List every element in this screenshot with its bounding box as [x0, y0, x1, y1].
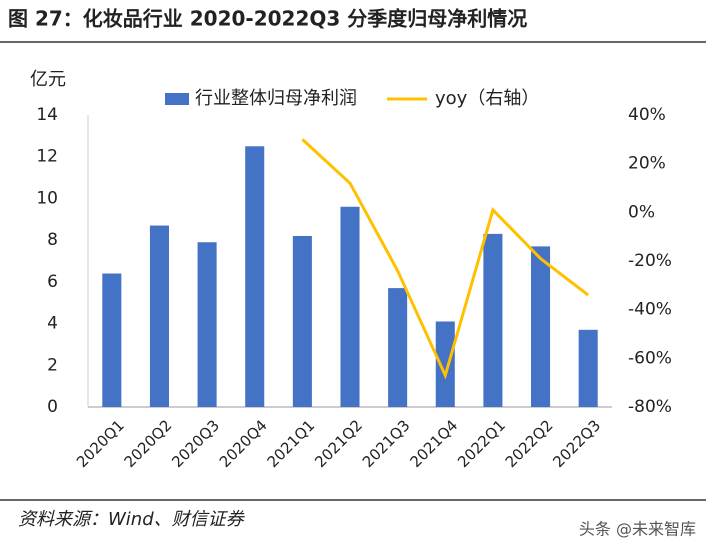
x-tick-label: 2020Q3 [168, 416, 223, 471]
bar [531, 246, 551, 407]
x-tick-label: 2021Q2 [311, 416, 366, 471]
y2-tick-label: -40% [628, 300, 672, 320]
x-tick-label: 2020Q4 [216, 416, 271, 471]
y2-tick-label: 0% [628, 202, 655, 222]
x-tick-label: 2020Q1 [73, 416, 128, 471]
y-tick-label: 14 [36, 105, 58, 125]
bar [102, 273, 122, 407]
bar [435, 321, 455, 407]
y2-tick-label: 20% [628, 154, 666, 174]
bar [388, 288, 408, 407]
bar [292, 235, 312, 407]
bar [340, 206, 360, 407]
y2-tick-label: -20% [628, 251, 672, 271]
x-tick-label: 2022Q1 [454, 416, 509, 471]
bar [483, 233, 503, 407]
bar [149, 225, 169, 407]
bar [245, 146, 265, 408]
legend-label: 行业整体归母净利润 [195, 88, 357, 109]
y-tick-label: 8 [47, 230, 58, 250]
x-tick-label: 2021Q1 [264, 416, 319, 471]
y-tick-label: 4 [47, 314, 58, 334]
legend-label: yoy（右轴） [435, 88, 539, 109]
y-tick-label: 0 [47, 397, 58, 417]
yoy-line [301, 138, 590, 380]
y2-tick-label: 40% [628, 105, 666, 125]
bar [578, 329, 598, 407]
x-tick-label: 2021Q3 [359, 416, 414, 471]
y2-tick-label: -60% [628, 348, 672, 368]
x-tick-label: 2022Q2 [502, 416, 557, 471]
x-tick-label: 2020Q2 [121, 416, 176, 471]
bar [197, 242, 217, 407]
y-tick-label: 12 [36, 147, 58, 167]
y-tick-label: 10 [36, 188, 58, 208]
chart-title: 图 27：化妆品行业 2020-2022Q3 分季度归母净利情况 [8, 7, 527, 31]
y2-tick-label: -80% [628, 397, 672, 417]
x-tick-label: 2021Q4 [406, 416, 461, 471]
legend-swatch [165, 93, 189, 105]
source-note: 资料来源：Wind、财信证券 [18, 509, 246, 530]
y-tick-label: 2 [47, 355, 58, 375]
x-tick-label: 2022Q3 [549, 416, 604, 471]
y-axis-title: 亿元 [30, 69, 66, 90]
watermark: 头条 @未来智库 [579, 520, 696, 539]
y-tick-label: 6 [47, 272, 58, 292]
